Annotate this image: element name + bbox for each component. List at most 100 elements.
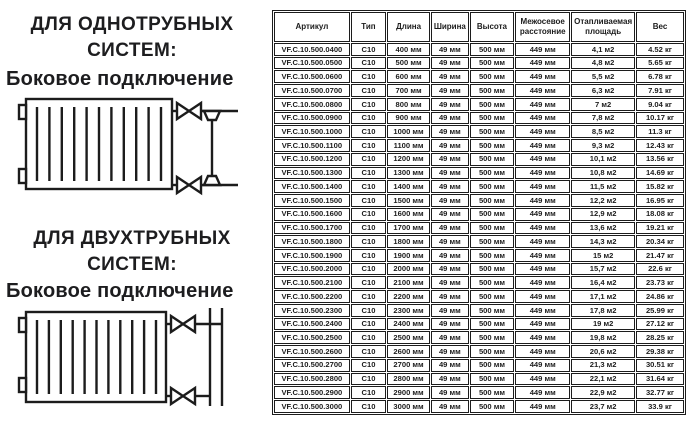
table-cell: 449 мм bbox=[515, 180, 571, 194]
table-cell: 600 мм bbox=[387, 70, 430, 84]
table-cell: 500 мм bbox=[469, 331, 515, 345]
table-cell: 7,8 м2 bbox=[571, 111, 635, 125]
table-cell: 2700 мм bbox=[387, 358, 430, 372]
table-cell: 21,3 м2 bbox=[571, 358, 635, 372]
table-cell: 49 мм bbox=[430, 70, 469, 84]
table-cell: 449 мм bbox=[515, 97, 571, 111]
table-cell: C10 bbox=[350, 43, 387, 56]
table-cell: 449 мм bbox=[515, 372, 571, 386]
table-cell: 500 мм bbox=[469, 290, 515, 303]
header-cell: Ширина bbox=[430, 12, 469, 42]
table-cell: VF.C.10.500.2700 bbox=[274, 358, 350, 372]
table-cell: 449 мм bbox=[515, 207, 571, 221]
table-body: VF.C.10.500.0400 C10 400 мм 49 мм 500 мм 449 … bbox=[274, 43, 684, 413]
table-cell: 23.73 кг bbox=[635, 276, 684, 290]
table-cell: 2200 мм bbox=[387, 290, 430, 303]
table-cell: 22,9 м2 bbox=[571, 386, 635, 400]
table-row: VF.C.10.500.1700 C10 1700 мм 49 мм 500 мм 449… bbox=[274, 221, 684, 235]
table-cell: 449 мм bbox=[515, 317, 571, 331]
table-cell: 449 мм bbox=[515, 139, 571, 152]
table-cell: 1300 мм bbox=[387, 166, 430, 180]
table-cell: VF.C.10.500.1000 bbox=[274, 125, 350, 139]
table-row: VF.C.10.500.2100 C10 2100 мм 49 мм 500 мм 449… bbox=[274, 276, 684, 290]
table-cell: C10 bbox=[350, 358, 387, 372]
table-cell: 16,4 м2 bbox=[571, 276, 635, 290]
table-cell: 49 мм bbox=[430, 290, 469, 303]
table-cell: 449 мм bbox=[515, 125, 571, 139]
table-cell: C10 bbox=[350, 111, 387, 125]
table-cell: 900 мм bbox=[387, 111, 430, 125]
table-cell: 500 мм bbox=[469, 400, 515, 413]
table-cell: 449 мм bbox=[515, 166, 571, 180]
table-cell: 6,3 м2 bbox=[571, 84, 635, 97]
table-row: VF.C.10.500.2900 C10 2900 мм 49 мм 500 мм 449… bbox=[274, 386, 684, 400]
header-cell: Вес bbox=[635, 12, 684, 42]
table-cell: 11.3 кг bbox=[635, 125, 684, 139]
table-cell: 10,1 м2 bbox=[571, 152, 635, 166]
table-cell: C10 bbox=[350, 97, 387, 111]
table-cell: 2300 мм bbox=[387, 303, 430, 317]
table-cell: 22.6 кг bbox=[635, 262, 684, 276]
table-cell: 500 мм bbox=[469, 345, 515, 358]
table-cell: 449 мм bbox=[515, 262, 571, 276]
section-title-single-pipe: ДЛЯ ОДНОТРУБНЫХ СИСТЕМ: bbox=[10, 12, 254, 64]
riser-pipes-icon bbox=[195, 308, 224, 406]
table-row: VF.C.10.500.3000 C10 3000 мм 49 мм 500 мм 449… bbox=[274, 400, 684, 413]
table-row: VF.C.10.500.0900 C10 900 мм 49 мм 500 мм 449 … bbox=[274, 111, 684, 125]
table-cell: 449 мм bbox=[515, 358, 571, 372]
table-cell: 4,1 м2 bbox=[571, 43, 635, 56]
table-cell: 800 мм bbox=[387, 97, 430, 111]
table-cell: 5.65 кг bbox=[635, 56, 684, 70]
table-cell: C10 bbox=[350, 345, 387, 358]
section-subtitle-side-connection-2: Боковое подключение bbox=[6, 280, 234, 302]
table-cell: 1400 мм bbox=[387, 180, 430, 194]
table-row: VF.C.10.500.0600 C10 600 мм 49 мм 500 мм 449 … bbox=[274, 70, 684, 84]
table-cell: VF.C.10.500.1600 bbox=[274, 207, 350, 221]
table-cell: C10 bbox=[350, 70, 387, 84]
table-cell: 449 мм bbox=[515, 194, 571, 207]
table-cell: 500 мм bbox=[469, 152, 515, 166]
table-cell: 500 мм bbox=[469, 249, 515, 262]
table-cell: 49 мм bbox=[430, 358, 469, 372]
table-cell: 49 мм bbox=[430, 249, 469, 262]
table-cell: 9.04 кг bbox=[635, 97, 684, 111]
table-header: Артикул Тип Длина Ширина Высота Межосевое рас… bbox=[274, 12, 684, 42]
table-cell: 49 мм bbox=[430, 207, 469, 221]
table-cell: 500 мм bbox=[469, 235, 515, 249]
table-cell: C10 bbox=[350, 235, 387, 249]
table-cell: 9,3 м2 bbox=[571, 139, 635, 152]
table-row: VF.C.10.500.2400 C10 2400 мм 49 мм 500 мм 449… bbox=[274, 317, 684, 331]
table-cell: 10,8 м2 bbox=[571, 166, 635, 180]
table-cell: 49 мм bbox=[430, 139, 469, 152]
table-cell: 19.21 кг bbox=[635, 221, 684, 235]
table-cell: 500 мм bbox=[469, 358, 515, 372]
table-cell: VF.C.10.500.2300 bbox=[274, 303, 350, 317]
bypass-pipe-icon bbox=[201, 109, 238, 187]
table-cell: 49 мм bbox=[430, 345, 469, 358]
table-cell: C10 bbox=[350, 290, 387, 303]
table-cell: 1100 мм bbox=[387, 139, 430, 152]
table-cell: VF.C.10.500.2200 bbox=[274, 290, 350, 303]
table-cell: 14,3 м2 bbox=[571, 235, 635, 249]
table-row: VF.C.10.500.1000 C10 1000 мм 49 мм 500 мм 449… bbox=[274, 125, 684, 139]
table-cell: 17,8 м2 bbox=[571, 303, 635, 317]
table-cell: C10 bbox=[350, 372, 387, 386]
table-cell: 500 мм bbox=[469, 276, 515, 290]
table-cell: 17,1 м2 bbox=[571, 290, 635, 303]
table-cell: VF.C.10.500.2900 bbox=[274, 386, 350, 400]
table-cell: 500 мм bbox=[469, 372, 515, 386]
table-cell: C10 bbox=[350, 386, 387, 400]
table-row: VF.C.10.500.2300 C10 2300 мм 49 мм 500 мм 449… bbox=[274, 303, 684, 317]
table-cell: 11,5 м2 bbox=[571, 180, 635, 194]
table-cell: 29.38 кг bbox=[635, 345, 684, 358]
header-cell: Тип bbox=[350, 12, 387, 42]
table-cell: VF.C.10.500.0900 bbox=[274, 111, 350, 125]
table-cell: 500 мм bbox=[469, 303, 515, 317]
table-cell: 500 мм bbox=[469, 111, 515, 125]
table-cell: 49 мм bbox=[430, 303, 469, 317]
table-cell: 500 мм bbox=[469, 262, 515, 276]
table-cell: 500 мм bbox=[469, 70, 515, 84]
table-cell: VF.C.10.500.0700 bbox=[274, 84, 350, 97]
table-cell: 49 мм bbox=[430, 152, 469, 166]
table-row: VF.C.10.500.1800 C10 1800 мм 49 мм 500 мм 449… bbox=[274, 235, 684, 249]
